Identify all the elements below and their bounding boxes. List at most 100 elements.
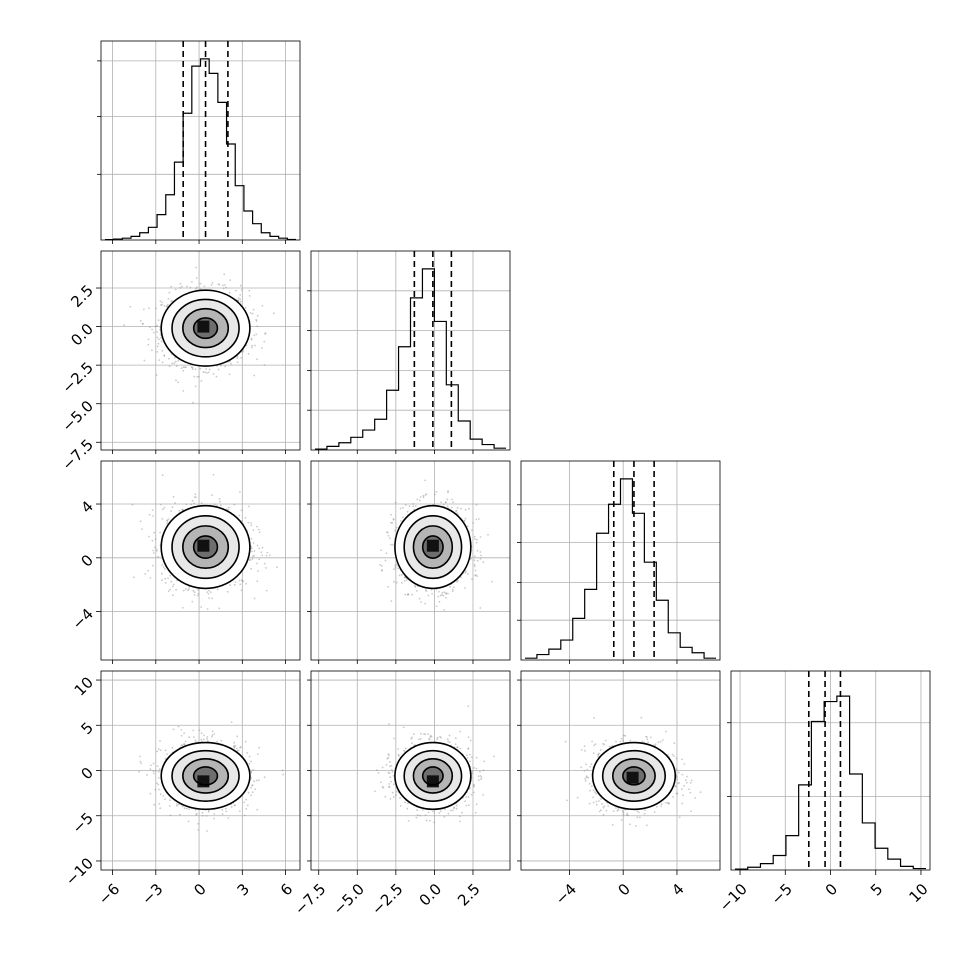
joint-2-1-point bbox=[451, 507, 453, 509]
joint-2-1-point bbox=[480, 558, 482, 560]
joint-2-1-point bbox=[453, 586, 455, 588]
joint-3-0-point bbox=[206, 738, 208, 740]
joint-3-0-point bbox=[201, 732, 203, 734]
joint-2-0-point bbox=[152, 509, 154, 511]
joint-1-0-point bbox=[250, 312, 252, 314]
joint-1-0-point bbox=[192, 368, 194, 370]
joint-1-0-point bbox=[256, 358, 258, 360]
joint-2-0-point bbox=[252, 558, 254, 560]
joint-3-0-point bbox=[158, 784, 160, 786]
joint-2-1-point bbox=[479, 607, 481, 609]
joint-3-0-point bbox=[249, 756, 251, 758]
joint-2-0-point bbox=[152, 515, 154, 517]
marginal-2-histogram bbox=[525, 479, 716, 658]
joint-2-1-point bbox=[427, 595, 429, 597]
joint-2-1-point bbox=[476, 504, 478, 506]
joint-2-0-point bbox=[173, 496, 175, 498]
joint-3-0-point bbox=[234, 747, 236, 749]
joint-2-1-point bbox=[474, 536, 476, 538]
joint-2-0-point bbox=[147, 570, 149, 572]
joint-2-1-point bbox=[472, 522, 474, 524]
joint-2-0-content bbox=[101, 461, 300, 660]
joint-2-1-point bbox=[465, 570, 467, 572]
joint-1-0-point bbox=[147, 344, 149, 346]
joint-1-0-point bbox=[211, 284, 213, 286]
joint-1-0-point bbox=[185, 366, 187, 368]
joint-1-0-point bbox=[168, 298, 170, 300]
joint-2-0-point bbox=[193, 503, 195, 505]
joint-2-1-point bbox=[419, 598, 421, 600]
joint-3-0-point bbox=[178, 726, 180, 728]
joint-3-0-point bbox=[245, 741, 247, 743]
joint-2-0-point bbox=[165, 582, 167, 584]
joint-1-0-point bbox=[248, 290, 250, 292]
joint-2-0-point bbox=[157, 556, 159, 558]
joint-3-0-point bbox=[216, 741, 218, 743]
joint-2-1-point bbox=[452, 590, 454, 592]
joint-3-0-point bbox=[176, 803, 178, 805]
joint-2-0-point bbox=[266, 590, 268, 592]
joint-1-0-point bbox=[212, 282, 214, 284]
joint-1-0-point bbox=[143, 309, 145, 311]
joint-1-0-point bbox=[206, 372, 208, 374]
joint-2-0-point bbox=[252, 529, 254, 531]
joint-1-0-point bbox=[229, 374, 231, 376]
joint-3-0-point bbox=[234, 745, 236, 747]
joint-1-0-point bbox=[175, 289, 177, 291]
joint-2-0-point bbox=[257, 570, 259, 572]
joint-2-1-point bbox=[420, 601, 422, 603]
joint-2-1-point bbox=[451, 499, 453, 501]
joint-1-0-point bbox=[176, 365, 178, 367]
joint-1-0-point bbox=[223, 288, 225, 290]
joint-2-0-point bbox=[168, 518, 170, 520]
joint-2-1-point bbox=[424, 603, 426, 605]
joint-1-0-point bbox=[216, 376, 218, 378]
joint-1-0-point bbox=[158, 338, 160, 340]
joint-3-0-point bbox=[188, 808, 190, 810]
joint-2-0-point bbox=[251, 551, 253, 553]
joint-2-1-point bbox=[445, 501, 447, 503]
joint-1-0-content bbox=[101, 251, 300, 450]
joint-2-0-point bbox=[163, 566, 165, 568]
joint-2-0-point bbox=[162, 474, 164, 476]
joint-3-0-point bbox=[213, 813, 215, 815]
joint-2-0-point bbox=[210, 591, 212, 593]
joint-2-1-point bbox=[424, 480, 426, 482]
joint-2-1-point bbox=[474, 575, 476, 577]
joint-2-0-point bbox=[227, 591, 229, 593]
joint-3-0-point bbox=[183, 744, 185, 746]
joint-2-1-content bbox=[311, 461, 513, 660]
joint-2-0-point bbox=[251, 548, 253, 550]
joint-2-1-point bbox=[411, 594, 413, 596]
joint-2-1-point bbox=[386, 531, 388, 533]
joint-2-1-point bbox=[480, 555, 482, 557]
joint-2-0-point bbox=[169, 575, 171, 577]
joint-3-0-point bbox=[243, 802, 245, 804]
joint-2-0-point bbox=[260, 551, 262, 553]
joint-2-1-point bbox=[480, 536, 482, 538]
joint-3-0-point bbox=[213, 818, 215, 820]
joint-2-0-point bbox=[239, 583, 241, 585]
joint-2-0-point bbox=[211, 494, 213, 496]
joint-1-0-point bbox=[256, 320, 258, 322]
joint-2-0-point bbox=[172, 506, 174, 508]
joint-3-0-point bbox=[231, 806, 233, 808]
joint-1-0-point bbox=[149, 326, 151, 328]
joint-2-0-point bbox=[174, 502, 176, 504]
joint-2-1-point bbox=[402, 517, 404, 519]
joint-1-0-point bbox=[161, 302, 163, 304]
joint-2-0-point bbox=[220, 505, 222, 507]
joint-2-0-point bbox=[150, 577, 152, 579]
joint-2-0-point bbox=[254, 598, 256, 600]
joint-2-0-point bbox=[152, 540, 154, 542]
joint-2-0-point bbox=[214, 504, 216, 506]
joint-1-0-point bbox=[224, 284, 226, 286]
joint-2-1-point bbox=[491, 581, 493, 583]
joint-2-1-point bbox=[392, 544, 394, 546]
joint-2-1-point bbox=[404, 580, 406, 582]
joint-2-0-point bbox=[208, 593, 210, 595]
joint-2-0-point bbox=[256, 563, 258, 565]
joint-2-0-point bbox=[192, 500, 194, 502]
joint-3-0-point bbox=[250, 761, 252, 763]
